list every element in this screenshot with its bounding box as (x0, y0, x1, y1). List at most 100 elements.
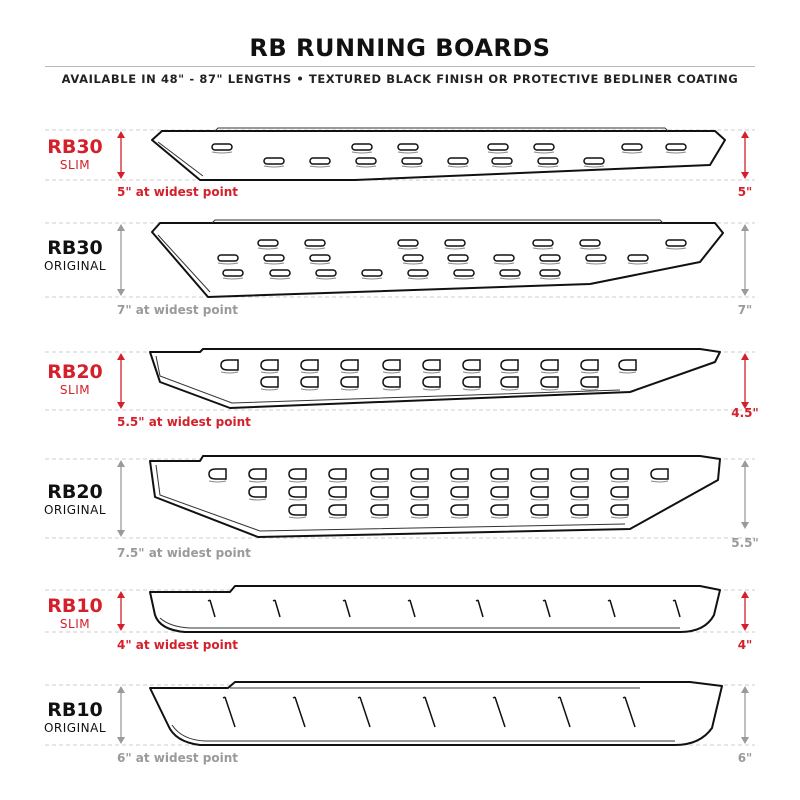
tread-slot (328, 504, 347, 516)
tread-slot-shadow (397, 247, 419, 250)
tread-slot (340, 376, 359, 388)
right-dimension-label: 7" (737, 303, 753, 317)
board-label: RB10 SLIM (20, 596, 130, 632)
tread-groove-tip (207, 599, 211, 602)
tread-slot-shadow (211, 151, 233, 154)
arrowhead-icon (117, 624, 125, 631)
tread-slot (530, 468, 549, 480)
tread-slot-shadow (257, 247, 279, 250)
tread-slot-shadow (300, 371, 319, 374)
arrowhead-icon (741, 131, 749, 138)
model-variant: ORIGINAL (43, 259, 107, 273)
tread-slot (570, 504, 589, 516)
page-title: RB RUNNING BOARDS (249, 34, 551, 62)
tread-slot (540, 359, 559, 371)
model-variant: SLIM (59, 383, 91, 397)
board-label: RB30 SLIM (20, 137, 130, 173)
tread-slot-shadow (315, 277, 337, 280)
board-label: RB10 ORIGINAL (20, 700, 130, 736)
tread-slot-shadow (621, 151, 643, 154)
tread-slot (269, 269, 291, 277)
tread-slot-shadow (530, 516, 549, 519)
tread-slot-shadow (450, 480, 469, 483)
tread-slot (499, 269, 521, 277)
tread-slot-shadow (410, 516, 429, 519)
running-board-edge (157, 219, 664, 293)
tread-slot-shadow (328, 498, 347, 501)
tread-slot-shadow (382, 388, 401, 391)
tread-slot (397, 143, 419, 151)
tread-slot (407, 269, 429, 277)
tread-slot-shadow (361, 277, 383, 280)
tread-slot-shadow (540, 388, 559, 391)
tread-groove (224, 696, 236, 728)
tread-groove-tip (292, 696, 296, 699)
tread-slot-shadow (580, 371, 599, 374)
tread-slot-shadow (490, 498, 509, 501)
tread-slot (370, 486, 389, 498)
tread-slot (401, 157, 423, 165)
tread-slot-shadow (491, 165, 513, 168)
tread-slot (539, 254, 561, 262)
tread-slot (530, 504, 549, 516)
tread-slot-shadow (300, 388, 319, 391)
tread-slot (355, 157, 377, 165)
right-dimension-label: 6" (737, 751, 753, 765)
tread-slot-shadow (530, 498, 549, 501)
arrowhead-icon (741, 353, 749, 360)
tread-slot (260, 359, 279, 371)
tread-slot (288, 504, 307, 516)
tread-groove (674, 599, 681, 618)
tread-slot-shadow (328, 516, 347, 519)
tread-slot (447, 157, 469, 165)
tread-slot (610, 504, 629, 516)
widest-point-note: 7.5" at widest point (117, 546, 251, 560)
tread-slot-shadow (499, 277, 521, 280)
tread-slot (585, 254, 607, 262)
tread-slot-shadow (585, 262, 607, 265)
arrowhead-icon (741, 224, 749, 231)
tread-slot-shadow (447, 262, 469, 265)
running-board-outline (149, 455, 721, 538)
tread-slot (462, 359, 481, 371)
tread-slot-shadow (304, 247, 326, 250)
tread-slot (487, 143, 509, 151)
tread-slot (540, 376, 559, 388)
running-board-edge (157, 127, 669, 177)
tread-slot (580, 359, 599, 371)
right-dimension-label: 4.5" (731, 406, 759, 420)
running-board-outline (149, 681, 723, 746)
tread-slot (533, 143, 555, 151)
right-dimension-label: 4" (737, 638, 753, 652)
tread-slot-shadow (539, 262, 561, 265)
tread-slot-shadow (580, 388, 599, 391)
tread-slot-shadow (351, 151, 373, 154)
tread-slot-shadow (248, 498, 267, 501)
arrowhead-icon (741, 172, 749, 179)
tread-slot (490, 486, 509, 498)
model-name: RB30 (47, 136, 103, 158)
tread-slot (402, 254, 424, 262)
arrowhead-icon (741, 686, 749, 693)
tread-slot-shadow (583, 165, 605, 168)
tread-slot (328, 486, 347, 498)
tread-slot-shadow (532, 247, 554, 250)
tread-slot-shadow (665, 247, 687, 250)
tread-groove-tip (222, 696, 226, 699)
tread-slot (422, 376, 441, 388)
board-label: RB30 ORIGINAL (20, 238, 130, 274)
running-board-outline (151, 130, 726, 181)
arrowhead-icon (117, 172, 125, 179)
tread-slot-shadow (260, 388, 279, 391)
tread-groove (494, 696, 506, 728)
tread-slot-shadow (288, 498, 307, 501)
arrowhead-icon (117, 353, 125, 360)
tread-slot (444, 239, 466, 247)
running-board-outline (149, 585, 721, 633)
tread-groove (209, 599, 216, 618)
tread-groove (544, 599, 551, 618)
tread-slot-shadow (422, 371, 441, 374)
tread-slot-shadow (288, 480, 307, 483)
tread-slot-shadow (340, 371, 359, 374)
